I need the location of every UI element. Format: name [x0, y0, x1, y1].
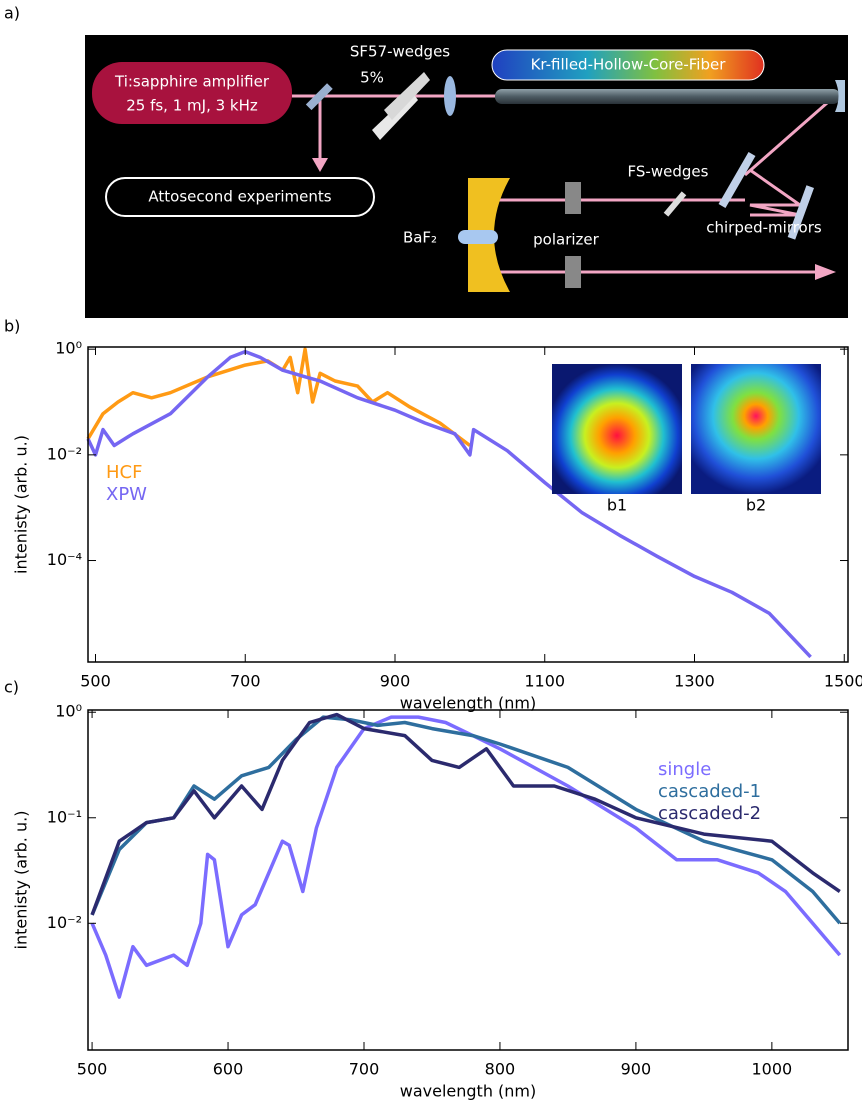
y-tick-label: 10⁻¹ [47, 807, 82, 826]
x-tick-label: 700 [349, 1060, 380, 1079]
x-tick-label: 1500 [824, 672, 862, 691]
legend-entry: HCF [106, 462, 142, 483]
x-tick-label: 800 [485, 1060, 516, 1079]
fraction-label: 5% [360, 69, 384, 87]
panel-label: c) [4, 678, 19, 697]
amplifier-label: 25 fs, 1 mJ, 3 kHz [126, 97, 258, 115]
fs-wedges-label: FS-wedges [628, 163, 709, 181]
x-tick-label: 1300 [674, 672, 715, 691]
y-tick-label: 10⁻² [47, 444, 82, 463]
inset-label: b1 [607, 496, 627, 515]
x-tick-label: 900 [380, 672, 411, 691]
beam-profile-insets: b1 b2 [552, 364, 821, 515]
plot-frame [87, 709, 849, 1051]
x-axis-label: wavelength (nm) [400, 694, 537, 713]
data-line [90, 715, 842, 999]
experiments-label: Attosecond experiments [148, 188, 331, 206]
y-axis-label: intenisty (arb. u.) [12, 811, 31, 950]
legend-entry: cascaded-2 [658, 803, 761, 824]
x-tick-label: 900 [621, 1060, 652, 1079]
setup-diagram: Ti:sapphire amplifier 25 fs, 1 mJ, 3 kHz… [85, 35, 848, 318]
x-tick-label: 600 [213, 1060, 244, 1079]
x-tick-label: 500 [80, 672, 111, 691]
y-tick-label: 10⁻⁴ [47, 550, 82, 569]
x-tick-label: 1000 [752, 1060, 793, 1079]
data-line [86, 347, 471, 447]
panel-label: b) [4, 317, 20, 336]
y-tick-label: 10⁰ [55, 702, 82, 721]
mirrors-label: chirped-mirrors [706, 219, 822, 237]
baf2-label: BaF₂ [403, 229, 437, 247]
x-tick-label: 700 [230, 672, 261, 691]
polarizer-label: polarizer [533, 231, 599, 249]
sf57-label: SF57-wedges [350, 43, 450, 61]
y-tick-label: 10⁻² [47, 913, 82, 932]
plot-frame [87, 346, 849, 663]
legend-entry: single [658, 759, 711, 780]
amplifier-label: Ti:sapphire amplifier [114, 73, 270, 91]
fiber-label: Kr-filled-Hollow-Core-Fiber [531, 56, 727, 74]
data-line [90, 712, 841, 916]
legend-entry: cascaded-1 [658, 781, 761, 802]
legend-entry: XPW [106, 484, 147, 505]
data-line [86, 349, 812, 659]
inset-label: b2 [746, 496, 766, 515]
x-tick-label: 500 [77, 1060, 108, 1079]
y-tick-label: 10⁰ [55, 339, 82, 358]
panel-label: a) [4, 4, 20, 23]
y-axis-label: intenisty (arb. u.) [12, 435, 31, 574]
x-axis-label: wavelength (nm) [400, 1082, 537, 1101]
x-tick-label: 1100 [524, 672, 565, 691]
